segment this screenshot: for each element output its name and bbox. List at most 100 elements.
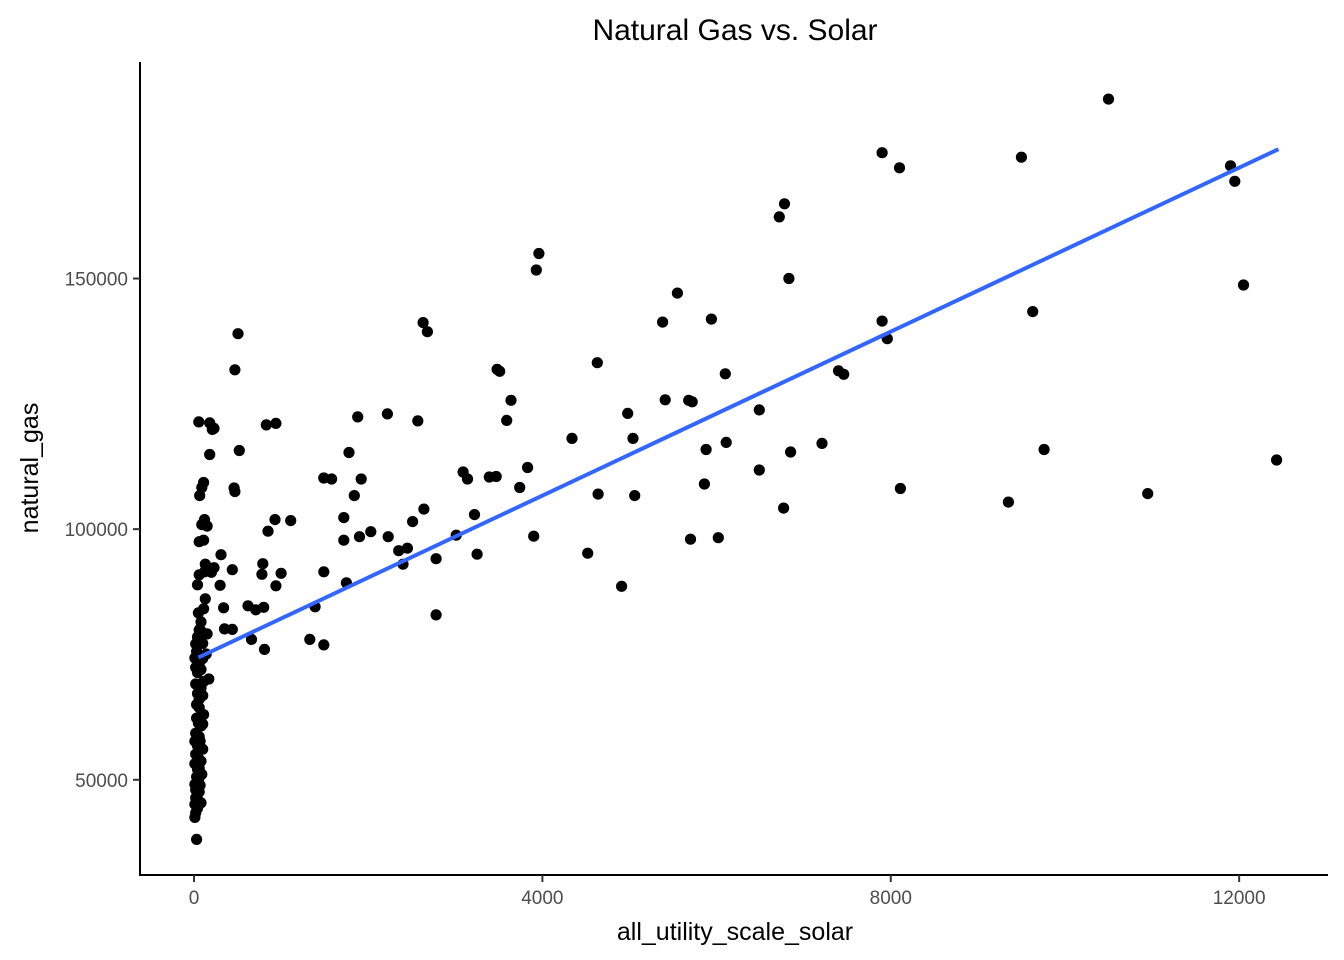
data-point (270, 580, 282, 592)
data-point (684, 533, 697, 545)
data-point (522, 461, 534, 474)
data-point (189, 811, 201, 824)
y-tick-label: 50000 (75, 771, 128, 792)
data-point (876, 147, 888, 159)
data-point (659, 394, 671, 406)
data-point (275, 567, 287, 579)
data-point (783, 272, 795, 285)
data-point (326, 473, 338, 485)
data-point (753, 404, 765, 416)
data-point (204, 448, 216, 461)
data-point (566, 432, 578, 444)
data-point (838, 368, 850, 380)
data-point (700, 443, 712, 456)
data-point (258, 643, 271, 656)
data-point (191, 833, 203, 846)
data-point (208, 422, 220, 434)
data-point (657, 316, 669, 328)
data-point (232, 328, 244, 340)
x-tick-label: 4000 (521, 888, 563, 909)
data-point (712, 532, 724, 544)
data-point (338, 534, 350, 546)
data-point (533, 247, 545, 260)
data-point (778, 198, 791, 210)
data-point (528, 530, 540, 542)
data-point (407, 516, 419, 528)
data-point (226, 623, 238, 636)
data-point (616, 580, 628, 592)
data-point (195, 797, 207, 809)
data-point (285, 515, 297, 527)
data-point (269, 514, 281, 526)
data-point (270, 417, 282, 429)
y-axis-ticks: 50000 100000 150000 (65, 270, 140, 792)
data-point (894, 482, 907, 495)
data-point (816, 437, 828, 449)
data-point (468, 508, 481, 521)
data-point (365, 526, 377, 538)
data-point (192, 607, 204, 619)
data-point (893, 162, 906, 174)
data-point (381, 408, 393, 420)
data-point (393, 545, 405, 557)
data-point (505, 394, 517, 406)
data-point (197, 718, 209, 730)
data-point (1038, 443, 1050, 456)
data-point (201, 520, 213, 532)
data-point (215, 549, 227, 561)
data-point (417, 317, 429, 329)
data-point (229, 364, 241, 376)
data-point (698, 478, 711, 490)
data-point (430, 609, 442, 621)
data-point (197, 690, 209, 702)
chart-title: Natural Gas vs. Solar (592, 14, 877, 47)
data-point (530, 264, 542, 276)
data-point (257, 558, 269, 570)
data-point (353, 531, 366, 543)
data-point (773, 211, 785, 223)
data-point (582, 547, 594, 559)
data-point (401, 542, 413, 554)
x-axis-ticks: 0 4000 8000 12000 (189, 875, 1266, 909)
data-point (1015, 151, 1027, 163)
data-point (258, 601, 270, 613)
y-axis-title: natural_gas (16, 403, 44, 534)
x-tick-label: 0 (189, 888, 200, 909)
trend-line (197, 147, 1280, 660)
data-point (501, 414, 513, 426)
data-point (352, 411, 364, 423)
data-point (671, 287, 684, 299)
data-point (627, 432, 639, 444)
data-point (229, 486, 241, 498)
data-point (430, 553, 442, 565)
data-point (720, 436, 732, 448)
data-point (753, 464, 765, 476)
data-point (318, 639, 330, 651)
data-point (471, 548, 483, 560)
data-point (193, 416, 205, 428)
data-point (1229, 175, 1241, 187)
trend-layer (197, 147, 1280, 660)
data-point (304, 633, 316, 646)
x-tick-label: 8000 (870, 888, 912, 909)
data-point (318, 566, 330, 578)
data-point (191, 579, 204, 591)
data-point (686, 396, 698, 408)
data-point (592, 488, 604, 500)
data-point (338, 511, 350, 524)
data-point (198, 476, 210, 489)
data-point (421, 326, 433, 338)
data-point (198, 534, 210, 546)
x-tick-label: 12000 (1213, 888, 1266, 909)
data-point (412, 415, 424, 427)
data-point (233, 444, 245, 457)
data-point (256, 568, 268, 580)
data-point (194, 490, 206, 502)
data-point (214, 579, 226, 591)
data-point (1027, 306, 1039, 318)
data-point (193, 569, 205, 581)
data-point (629, 490, 641, 502)
data-point (514, 481, 526, 494)
data-point (226, 564, 238, 576)
data-point (195, 663, 207, 676)
